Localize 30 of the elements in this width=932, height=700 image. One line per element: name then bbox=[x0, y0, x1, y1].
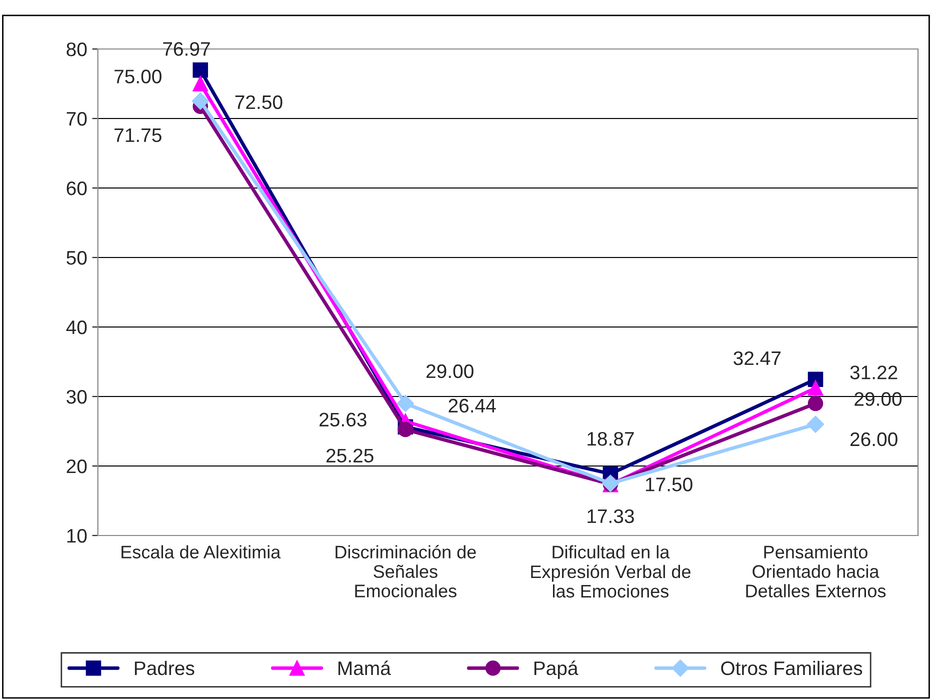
data-label: 17.50 bbox=[646, 478, 692, 492]
legend-label: Otros Familiares bbox=[721, 660, 862, 676]
legend-label: Mamá bbox=[338, 660, 391, 676]
data-label: 17.33 bbox=[588, 509, 634, 524]
legend-label: Papá bbox=[534, 660, 578, 679]
data-label: 31.22 bbox=[850, 366, 898, 380]
x-tick-label: Discriminación de Señales Emocionales bbox=[336, 545, 476, 598]
x-tick-label: Dificultad en la Expresión Verbal de las Emociones bbox=[531, 545, 690, 598]
y-tick-label: 50 bbox=[66, 250, 87, 265]
y-tick-label: 40 bbox=[66, 320, 87, 334]
data-label: 32.47 bbox=[734, 351, 781, 366]
y-tick-label: 80 bbox=[66, 42, 87, 56]
y-tick-label: 30 bbox=[66, 390, 87, 404]
data-label: 25.25 bbox=[326, 448, 374, 463]
x-tick-label: Escala de Alexitimia bbox=[122, 545, 281, 558]
data-label: 75.00 bbox=[114, 70, 162, 84]
data-label: 26.00 bbox=[850, 432, 898, 446]
y-tick-label: 10 bbox=[67, 528, 87, 543]
data-label: 29.00 bbox=[426, 364, 474, 378]
y-tick-label: 60 bbox=[66, 181, 87, 196]
data-label: 72.50 bbox=[235, 95, 282, 110]
x-tick-label: Pensamiento Orientado hacia Detalles Externos bbox=[746, 545, 886, 598]
legend-label: Padres bbox=[134, 660, 194, 676]
data-label: 26.44 bbox=[448, 398, 496, 413]
data-label: 25.63 bbox=[320, 412, 366, 427]
y-tick-label: 70 bbox=[66, 112, 87, 126]
data-label: 76.97 bbox=[163, 42, 210, 56]
y-tick-label: 20 bbox=[66, 459, 87, 474]
data-label: 71.75 bbox=[114, 128, 162, 142]
data-label: 18.87 bbox=[588, 432, 634, 446]
